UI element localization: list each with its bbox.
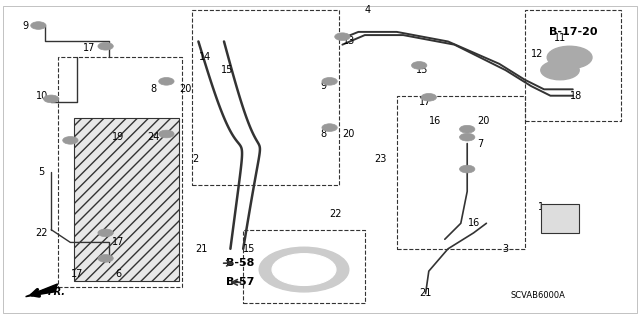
Text: 15: 15 [221,65,234,75]
Circle shape [98,229,113,237]
Circle shape [98,255,113,262]
Text: 20: 20 [477,116,490,126]
Circle shape [412,62,427,69]
Circle shape [159,78,174,85]
Bar [525,10,621,121]
Text: 16: 16 [429,116,442,126]
Text: 23: 23 [374,154,387,165]
Text: 16: 16 [467,218,480,228]
Text: 7: 7 [477,138,483,149]
Circle shape [98,42,113,50]
Text: 1: 1 [538,202,544,212]
Text: 17: 17 [83,43,96,53]
Text: 8: 8 [320,129,326,139]
Circle shape [44,95,59,103]
Circle shape [460,165,475,173]
Text: 19: 19 [112,132,125,142]
Text: 21: 21 [419,288,432,299]
Text: B-58: B-58 [226,258,254,268]
Circle shape [272,254,336,286]
Bar [397,96,525,249]
Circle shape [547,46,592,69]
Text: FR.: FR. [48,287,66,297]
Text: 18: 18 [570,91,582,101]
Text: 11: 11 [554,33,566,43]
Text: 17: 17 [419,97,432,107]
Text: 4: 4 [365,4,371,15]
Circle shape [421,93,436,101]
Circle shape [460,125,475,133]
Text: 6: 6 [115,269,122,279]
Text: 21: 21 [195,244,208,254]
Text: 3: 3 [502,244,509,254]
Text: 9: 9 [22,20,29,31]
Text: 14: 14 [198,52,211,63]
Text: 17: 17 [112,237,125,248]
Text: 2: 2 [192,154,198,165]
Text: 9: 9 [320,81,326,91]
Circle shape [322,78,337,85]
Text: 13: 13 [342,36,355,47]
Text: 20: 20 [342,129,355,139]
Bar [74,118,179,281]
Bar [243,230,365,303]
Circle shape [259,247,349,292]
Text: 12: 12 [531,49,544,59]
Text: B-17-20: B-17-20 [548,27,597,37]
Circle shape [159,130,174,138]
Text: B-57: B-57 [226,277,254,287]
Circle shape [63,137,78,144]
Text: 17: 17 [70,269,83,279]
Text: 15: 15 [416,65,429,75]
Text: 22: 22 [330,209,342,219]
Circle shape [460,133,475,141]
Text: SCVAB6000A: SCVAB6000A [510,291,565,300]
Bar [541,204,579,233]
Text: 20: 20 [179,84,192,94]
Text: 10: 10 [35,91,48,101]
Circle shape [335,33,350,41]
Polygon shape [26,284,58,297]
Circle shape [31,22,46,29]
Bar [58,57,182,287]
Text: 24: 24 [147,132,160,142]
Text: 5: 5 [38,167,45,177]
Circle shape [322,124,337,131]
Text: 15: 15 [243,244,256,254]
Text: 8: 8 [150,84,157,94]
Circle shape [541,61,579,80]
Bar [192,10,339,185]
Text: 22: 22 [35,228,48,238]
